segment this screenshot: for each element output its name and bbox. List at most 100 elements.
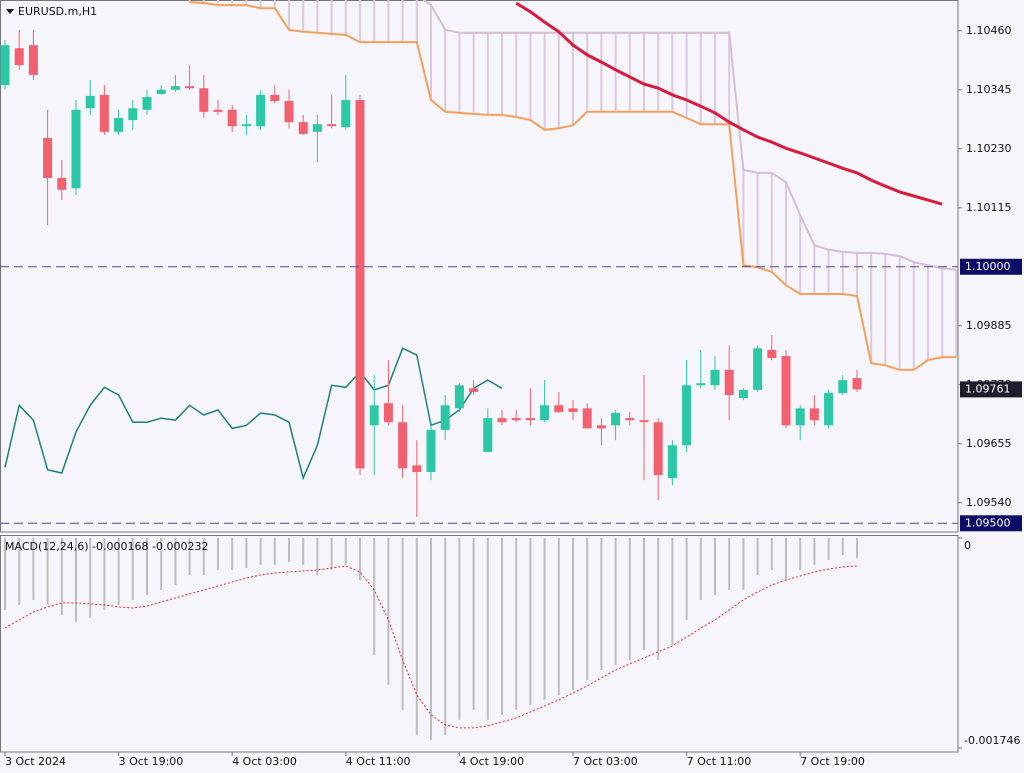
histogram-bar xyxy=(174,538,177,586)
histogram-bar xyxy=(32,538,35,600)
histogram-bar xyxy=(557,538,560,695)
histogram-bar xyxy=(515,538,518,710)
candle-body xyxy=(341,100,351,128)
candle-body xyxy=(156,89,166,94)
candle-body xyxy=(426,429,436,472)
x-tick-label: 7 Oct 19:00 xyxy=(800,755,865,768)
main-pane-border xyxy=(0,0,959,533)
histogram-bar xyxy=(472,538,475,710)
candle-body xyxy=(696,383,706,386)
histogram-bar xyxy=(430,538,432,740)
candle-body xyxy=(710,369,720,386)
candle-body xyxy=(57,178,67,190)
histogram-bar xyxy=(18,538,21,605)
y-tick-label: 1.09655 xyxy=(966,437,1012,450)
candle-body xyxy=(128,108,138,121)
candle-body xyxy=(511,418,521,421)
candle-body xyxy=(653,422,663,476)
line-series xyxy=(422,0,957,271)
histogram-bar xyxy=(89,538,92,618)
candle-body xyxy=(327,124,337,127)
histogram-bar xyxy=(387,538,390,685)
candle-body xyxy=(682,385,692,446)
x-tick-label: 4 Oct 03:00 xyxy=(232,755,297,768)
candle-body xyxy=(114,117,124,132)
histogram-bar xyxy=(373,538,376,655)
histogram-bar xyxy=(600,538,603,670)
histogram-bar xyxy=(444,538,447,735)
candle-body xyxy=(738,389,748,399)
candle-body xyxy=(213,109,223,112)
histogram-bar xyxy=(359,538,361,580)
histogram-bar xyxy=(728,538,731,590)
x-tick-label: 7 Oct 11:00 xyxy=(687,755,752,768)
y-tick-label: 1.10230 xyxy=(966,142,1012,155)
histogram-bar xyxy=(302,538,305,565)
candle-body xyxy=(852,378,862,390)
histogram-bar xyxy=(231,538,234,570)
histogram-bar xyxy=(60,538,63,615)
candle-body xyxy=(14,48,24,66)
macd-y-tick-label: -0.001746 xyxy=(964,734,1020,747)
histogram-bar xyxy=(316,538,319,575)
histogram-bar xyxy=(288,538,290,562)
histogram-bar xyxy=(146,538,148,596)
candle-body xyxy=(383,403,393,423)
histogram-bar xyxy=(103,538,106,610)
line-series xyxy=(4,347,503,481)
candle-body xyxy=(284,101,294,123)
macd-y-tick-label: 0 xyxy=(964,539,971,552)
histogram-bar xyxy=(529,538,532,705)
histogram-bar xyxy=(4,538,6,610)
y-tick-label: 1.10115 xyxy=(966,201,1012,214)
menu-triangle xyxy=(6,9,14,14)
candle-body xyxy=(454,385,464,409)
candle-body xyxy=(355,100,365,469)
histogram-bar xyxy=(131,538,134,600)
histogram-bar xyxy=(543,538,546,700)
histogram-bar xyxy=(685,538,688,620)
histogram-bar xyxy=(614,538,617,665)
histogram-bar xyxy=(785,538,787,580)
candle-body xyxy=(554,405,564,412)
candle-body xyxy=(795,408,805,426)
histogram-bar xyxy=(770,538,773,570)
histogram-bar xyxy=(628,538,631,660)
candle-body xyxy=(312,124,322,132)
histogram-bar xyxy=(841,538,844,555)
y-tick-label: 1.10460 xyxy=(966,24,1012,37)
histogram-bar xyxy=(46,538,49,605)
candle-body xyxy=(71,109,81,189)
macd-header: MACD(12,24,6) -0.000168 -0.000232 xyxy=(5,540,208,553)
candle-body xyxy=(582,408,592,429)
candle-body xyxy=(412,465,422,472)
candle-body xyxy=(99,94,109,132)
histogram-bar xyxy=(75,538,77,622)
macd-value: -0.000168 xyxy=(92,540,148,553)
candle-body xyxy=(369,405,379,426)
level-label-box xyxy=(960,258,1022,275)
histogram-bar xyxy=(643,538,645,650)
candle-body xyxy=(270,94,280,102)
histogram-bar xyxy=(813,538,816,565)
candle-body xyxy=(497,418,507,423)
level-label: 1.10000 xyxy=(965,260,1011,273)
chart-title: EURUSD.m,H1 xyxy=(18,5,97,18)
candle-body xyxy=(596,425,606,429)
main-plot xyxy=(0,0,958,518)
histogram-bar xyxy=(699,538,702,600)
histogram-bar xyxy=(401,538,404,710)
candle-body xyxy=(43,138,53,179)
candle-body xyxy=(199,88,209,112)
candle-body xyxy=(483,418,493,452)
axes: 1.10460 1.10345 1.10230 1.10115 1.09885 1.097… xyxy=(0,24,1022,768)
candle-body xyxy=(256,94,266,127)
candle-body xyxy=(227,109,237,127)
candle-body xyxy=(753,348,763,390)
candle-body xyxy=(540,405,550,421)
candle-body xyxy=(824,392,834,426)
candle-body xyxy=(568,408,578,412)
histogram-bar xyxy=(501,538,503,715)
histogram-bar xyxy=(259,538,262,565)
